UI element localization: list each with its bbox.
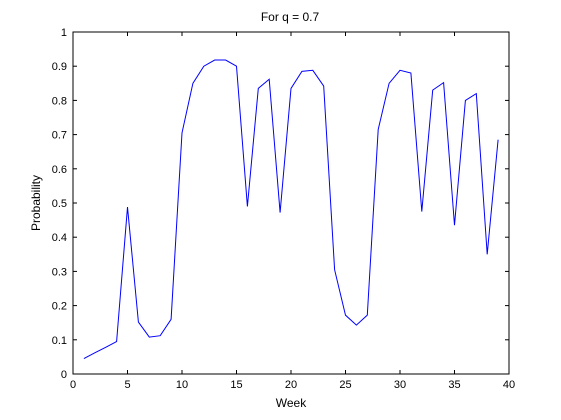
y-tick-label: 0.4 [52,232,67,244]
y-tick-labels: 0 0.1 0.2 0.3 0.4 0.5 0.6 0.7 0.8 0.9 1 [52,27,67,381]
x-tick-label: 5 [124,379,130,391]
x-axis-label: Week [276,396,307,410]
y-tick-label: 0 [61,369,67,381]
y-tick-label: 0.7 [52,130,67,142]
x-tick-label: 20 [285,379,297,391]
y-tick-label: 0.8 [52,95,67,107]
series-line-0 [83,59,499,360]
x-tick-labels: 0 5 10 15 20 25 30 35 40 [70,379,515,391]
y-tick-label: 0.1 [52,335,67,347]
x-tick-label: 35 [448,379,460,391]
y-tick-label: 0.9 [52,61,67,73]
y-tick-label: 0.6 [52,164,67,176]
x-tick-label: 25 [339,379,351,391]
x-tick-label: 10 [176,379,188,391]
axis-ticks [72,31,510,375]
x-tick-label: 40 [503,379,515,391]
chart-title: For q = 0.7 [261,10,320,24]
series-layer [83,59,499,360]
x-tick-label: 30 [394,379,406,391]
y-tick-label: 0.3 [52,266,67,278]
y-axis-label: Probability [29,175,43,231]
y-tick-label: 1 [61,27,67,39]
x-tick-label: 0 [70,379,76,391]
y-tick-label: 0.2 [52,301,67,313]
y-tick-label: 0.5 [52,198,67,210]
x-tick-label: 15 [230,379,242,391]
